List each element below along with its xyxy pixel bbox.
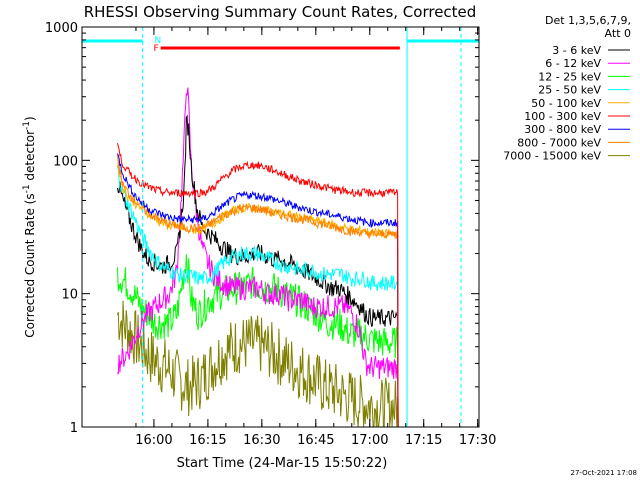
y-tick-label-3: 1000 [45, 21, 78, 36]
series-line-s6_12 [117, 87, 399, 428]
y-axis-label-end: ) [23, 116, 37, 121]
x-tick-label-1: 16:15 [189, 433, 226, 448]
x-tick-label-4: 17:00 [351, 433, 388, 448]
legend-label-s800_7000: 800 - 7000 keV [517, 136, 601, 149]
legend-label-s100_300: 100 - 300 keV [524, 110, 601, 123]
series-line-s3_6 [117, 114, 399, 428]
legend-label-s6_12: 6 - 12 keV [545, 57, 601, 70]
y-axis-label-sup1: -1 [22, 184, 32, 193]
y-axis-label-main: Corrected Count Rate (s [23, 193, 37, 337]
series-line-s100_300 [117, 142, 399, 428]
legend-label-s25_50: 25 - 50 keV [538, 84, 601, 97]
x-tick-label-2: 16:30 [243, 433, 280, 448]
x-tick-label-3: 16:45 [297, 433, 334, 448]
legend-header-attenuator: Att 0 [605, 27, 631, 40]
legend-label-s300_800: 300 - 800 keV [524, 123, 601, 136]
y-tick-label-1: 10 [61, 288, 78, 303]
plot-frame [81, 26, 480, 428]
y-axis-label-sup2: -1 [22, 121, 32, 130]
legend-label-s50_100: 50 - 100 keV [531, 97, 601, 110]
flag-label-f: F [154, 44, 159, 54]
x-axis-label: Start Time (24-Mar-15 15:50:22) [177, 456, 388, 471]
legend-label-s3_6: 3 - 6 keV [552, 44, 601, 57]
series-group [117, 87, 399, 428]
footer-timestamp: 27-Oct-2021 17:08 [571, 469, 637, 477]
series-line-s12_25 [117, 254, 399, 428]
series-line-s25_50 [117, 165, 399, 428]
series-line-s300_800 [117, 153, 399, 428]
series-line-s800_7000 [117, 154, 399, 428]
x-tick-label-0: 16:00 [135, 433, 172, 448]
y-tick-label-0: 1 [70, 421, 78, 436]
y-tick-label-2: 100 [53, 154, 78, 169]
legend-header-detectors: Det 1,3,5,6,7,9, [545, 14, 631, 27]
series-line-s7000_15000 [117, 300, 399, 428]
chart-title: RHESSI Observing Summary Count Rates, Co… [84, 3, 477, 21]
y-axis-label: Corrected Count Rate (s-1 detector-1) [22, 116, 37, 337]
x-tick-label-5: 17:15 [405, 433, 442, 448]
plot-area: NF 1 10 100 1000 16:00 16:15 16:30 16:45 17:00 17:… [45, 21, 496, 448]
legend-label-s7000_15000: 7000 - 15000 keV [503, 150, 601, 163]
flag-label-n: N [155, 36, 162, 46]
x-tick-label-6: 17:30 [459, 433, 496, 448]
legend-label-s12_25: 12 - 25 keV [538, 70, 601, 83]
y-axis-label-mid: detector [23, 130, 37, 185]
